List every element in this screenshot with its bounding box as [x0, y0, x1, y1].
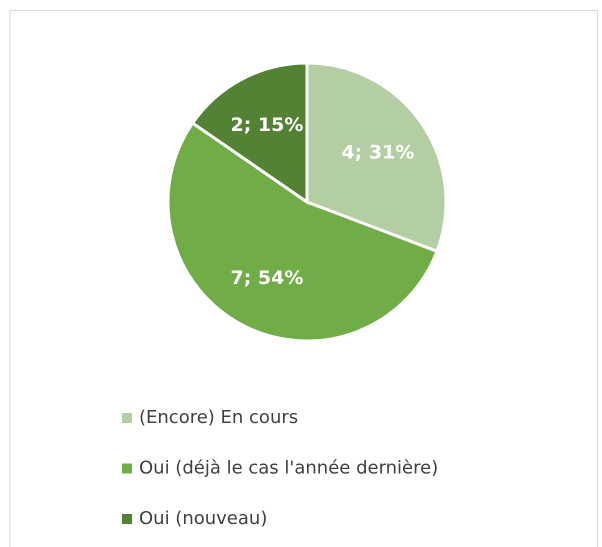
legend-label: Oui (nouveau): [139, 508, 267, 529]
data-label: 4; 31%: [341, 142, 414, 164]
pie-slice: [166, 120, 439, 343]
chart-border: [9, 10, 598, 547]
legend-swatch: [122, 514, 132, 524]
legend-swatch: [122, 413, 132, 423]
legend-swatch: [122, 463, 132, 474]
legend-label: Oui (déjà le cas l'année dernière): [139, 458, 438, 479]
pie-slice: [305, 61, 448, 254]
data-label: 7; 54%: [230, 267, 303, 289]
data-label: 2; 15%: [230, 114, 303, 136]
pie-slice: [190, 61, 309, 205]
legend-label: (Encore) En cours: [139, 407, 298, 428]
